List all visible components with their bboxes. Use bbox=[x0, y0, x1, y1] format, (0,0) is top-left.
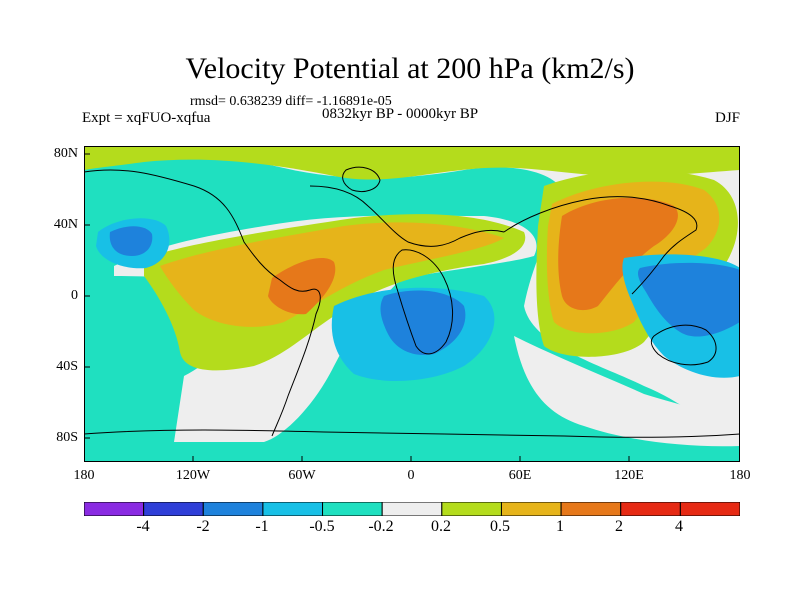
colorbar-label: -0.5 bbox=[309, 518, 335, 535]
lon-label-180e: 180 bbox=[729, 468, 751, 483]
lon-label-120w: 120W bbox=[175, 468, 211, 483]
lon-label-60e: 60E bbox=[508, 468, 532, 483]
colorbar bbox=[84, 502, 740, 516]
colorbar-box bbox=[500, 502, 562, 516]
australia-negative bbox=[638, 262, 740, 337]
southern-neutral-band bbox=[514, 336, 740, 447]
lon-label-0: 0 bbox=[407, 468, 415, 483]
americas-strong-region bbox=[268, 257, 336, 315]
colorbar-box bbox=[560, 502, 622, 516]
colorbar-box bbox=[381, 502, 443, 516]
rmsd-diff-stats: rmsd= 0.638239 diff= -1.16891e-05 bbox=[190, 94, 392, 109]
lat-label-40n: 40N bbox=[53, 217, 78, 232]
lat-label-80s: 80S bbox=[56, 430, 78, 445]
lat-label-0: 0 bbox=[71, 288, 78, 303]
colorbar-box bbox=[620, 502, 681, 516]
africa-negative bbox=[380, 290, 466, 356]
lat-label-80n: 80N bbox=[53, 146, 78, 161]
contour-map bbox=[84, 146, 740, 462]
coastlines bbox=[84, 166, 740, 438]
experiment-label: Expt = xqFUO-xqfua bbox=[82, 110, 211, 126]
pacific-negative bbox=[109, 226, 153, 256]
map-ticks bbox=[84, 153, 630, 462]
colorbar-label: 4 bbox=[675, 518, 683, 535]
colorbar-box bbox=[262, 502, 324, 516]
colorbar-box bbox=[441, 502, 502, 516]
period-label: 0832kyr BP - 0000kyr BP bbox=[322, 106, 479, 122]
lat-label-40s: 40S bbox=[56, 359, 78, 374]
colorbar-box bbox=[143, 502, 204, 516]
colorbar-label: 2 bbox=[615, 518, 623, 535]
map-title: Velocity Potential at 200 hPa (km2/s) bbox=[185, 52, 635, 85]
asia-strong-region bbox=[558, 197, 678, 311]
colorbar-box bbox=[679, 502, 740, 516]
colorbar-label: -2 bbox=[196, 518, 210, 535]
colorbar-label: -1 bbox=[255, 518, 269, 535]
colorbar-box bbox=[322, 502, 383, 516]
arctic-positive-band bbox=[84, 146, 740, 180]
colorbar-box bbox=[84, 502, 145, 516]
lon-label-180w: 180 bbox=[73, 468, 95, 483]
colorbar-label: 0.2 bbox=[431, 518, 451, 535]
colorbar-label: 1 bbox=[556, 518, 564, 535]
colorbar-label: 0.5 bbox=[490, 518, 510, 535]
colorbar-box bbox=[202, 502, 264, 516]
colorbar-label: -4 bbox=[136, 518, 150, 535]
season-label: DJF bbox=[714, 110, 740, 126]
lon-label-60w: 60W bbox=[288, 468, 316, 483]
colorbar-label: -0.2 bbox=[368, 518, 394, 535]
lon-label-120e: 120E bbox=[614, 468, 644, 483]
